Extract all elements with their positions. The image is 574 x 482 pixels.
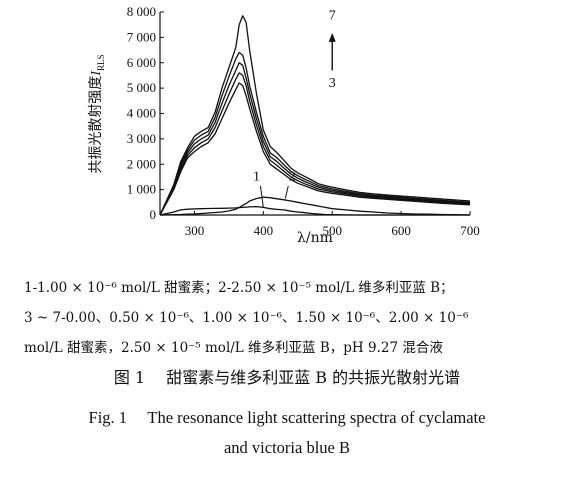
y-tick-label: 3 000 (127, 131, 156, 146)
y-tick-label: 7 000 (127, 29, 156, 44)
curve-2-leader-line (284, 185, 289, 199)
series-6-line (159, 51, 471, 216)
axis-ticks: 0 1 000 2 000 3 000 4 000 5 000 6 000 7 000 8 00… (127, 4, 480, 238)
caption-line-2: 3 ~ 7-0.00、0.50 × 10⁻⁶、1.00 × 10⁻⁶、1.50 … (24, 310, 469, 326)
increase-arrow-head (328, 32, 336, 42)
y-tick-label: 8 000 (127, 4, 156, 19)
y-tick-label: 6 000 (127, 55, 156, 70)
y-axis-symbol: I (89, 70, 104, 77)
series-7-line (159, 15, 471, 216)
y-tick-label: 4 000 (127, 106, 156, 121)
curve-label-1: 1 (253, 170, 260, 185)
series-3-line (159, 82, 471, 216)
series-1-line (159, 205, 470, 216)
svg-text:共振光散射强度IRLS: 共振光散射强度IRLS (88, 54, 106, 173)
curve-label-3: 3 (329, 76, 336, 91)
x-tick-label: 500 (322, 223, 342, 238)
figure-title-en-line-1: Fig. 1 The resonance light scattering sp… (88, 408, 486, 427)
caption-line-3: mol/L 甜蜜素，2.50 × 10⁻⁵ mol/L 维多利亚蓝 B，pH 9… (24, 340, 443, 356)
series-5-line (159, 62, 471, 216)
curve-label-7: 7 (329, 9, 336, 24)
y-tick-label: 2 000 (127, 156, 156, 171)
y-axis-title-text: 共振光散射强度 (88, 76, 104, 174)
series-2-line (159, 196, 471, 216)
y-tick-label: 0 (150, 207, 157, 222)
x-axis-title: λ/nm (297, 230, 333, 246)
x-tick-label: 600 (391, 223, 411, 238)
y-tick-label: 5 000 (127, 80, 156, 95)
x-tick-label: 700 (460, 223, 480, 238)
x-tick-label: 400 (254, 223, 274, 238)
curve-1-leader-line (259, 185, 264, 208)
x-tick-label: 300 (185, 223, 205, 238)
curve-annotations: 1 2 7 3 (253, 9, 336, 208)
figure-title-en-line-2: and victoria blue B (223, 438, 350, 457)
y-tick-label: 1 000 (127, 182, 156, 197)
y-axis-subscript: RLS (96, 54, 106, 71)
curve-label-2: 2 (289, 170, 296, 185)
series-4-line (159, 72, 471, 216)
caption-line-1: 1-1.00 × 10⁻⁶ mol/L 甜蜜素；2-2.50 × 10⁻⁵ mo… (24, 280, 454, 296)
figure-title-cn: 图 1 甜蜜素与维多利亚蓝 B 的共振光散射光谱 (113, 368, 461, 387)
y-axis-title: 共振光散射强度IRLS (88, 54, 106, 173)
spectrum-curves (159, 15, 471, 216)
